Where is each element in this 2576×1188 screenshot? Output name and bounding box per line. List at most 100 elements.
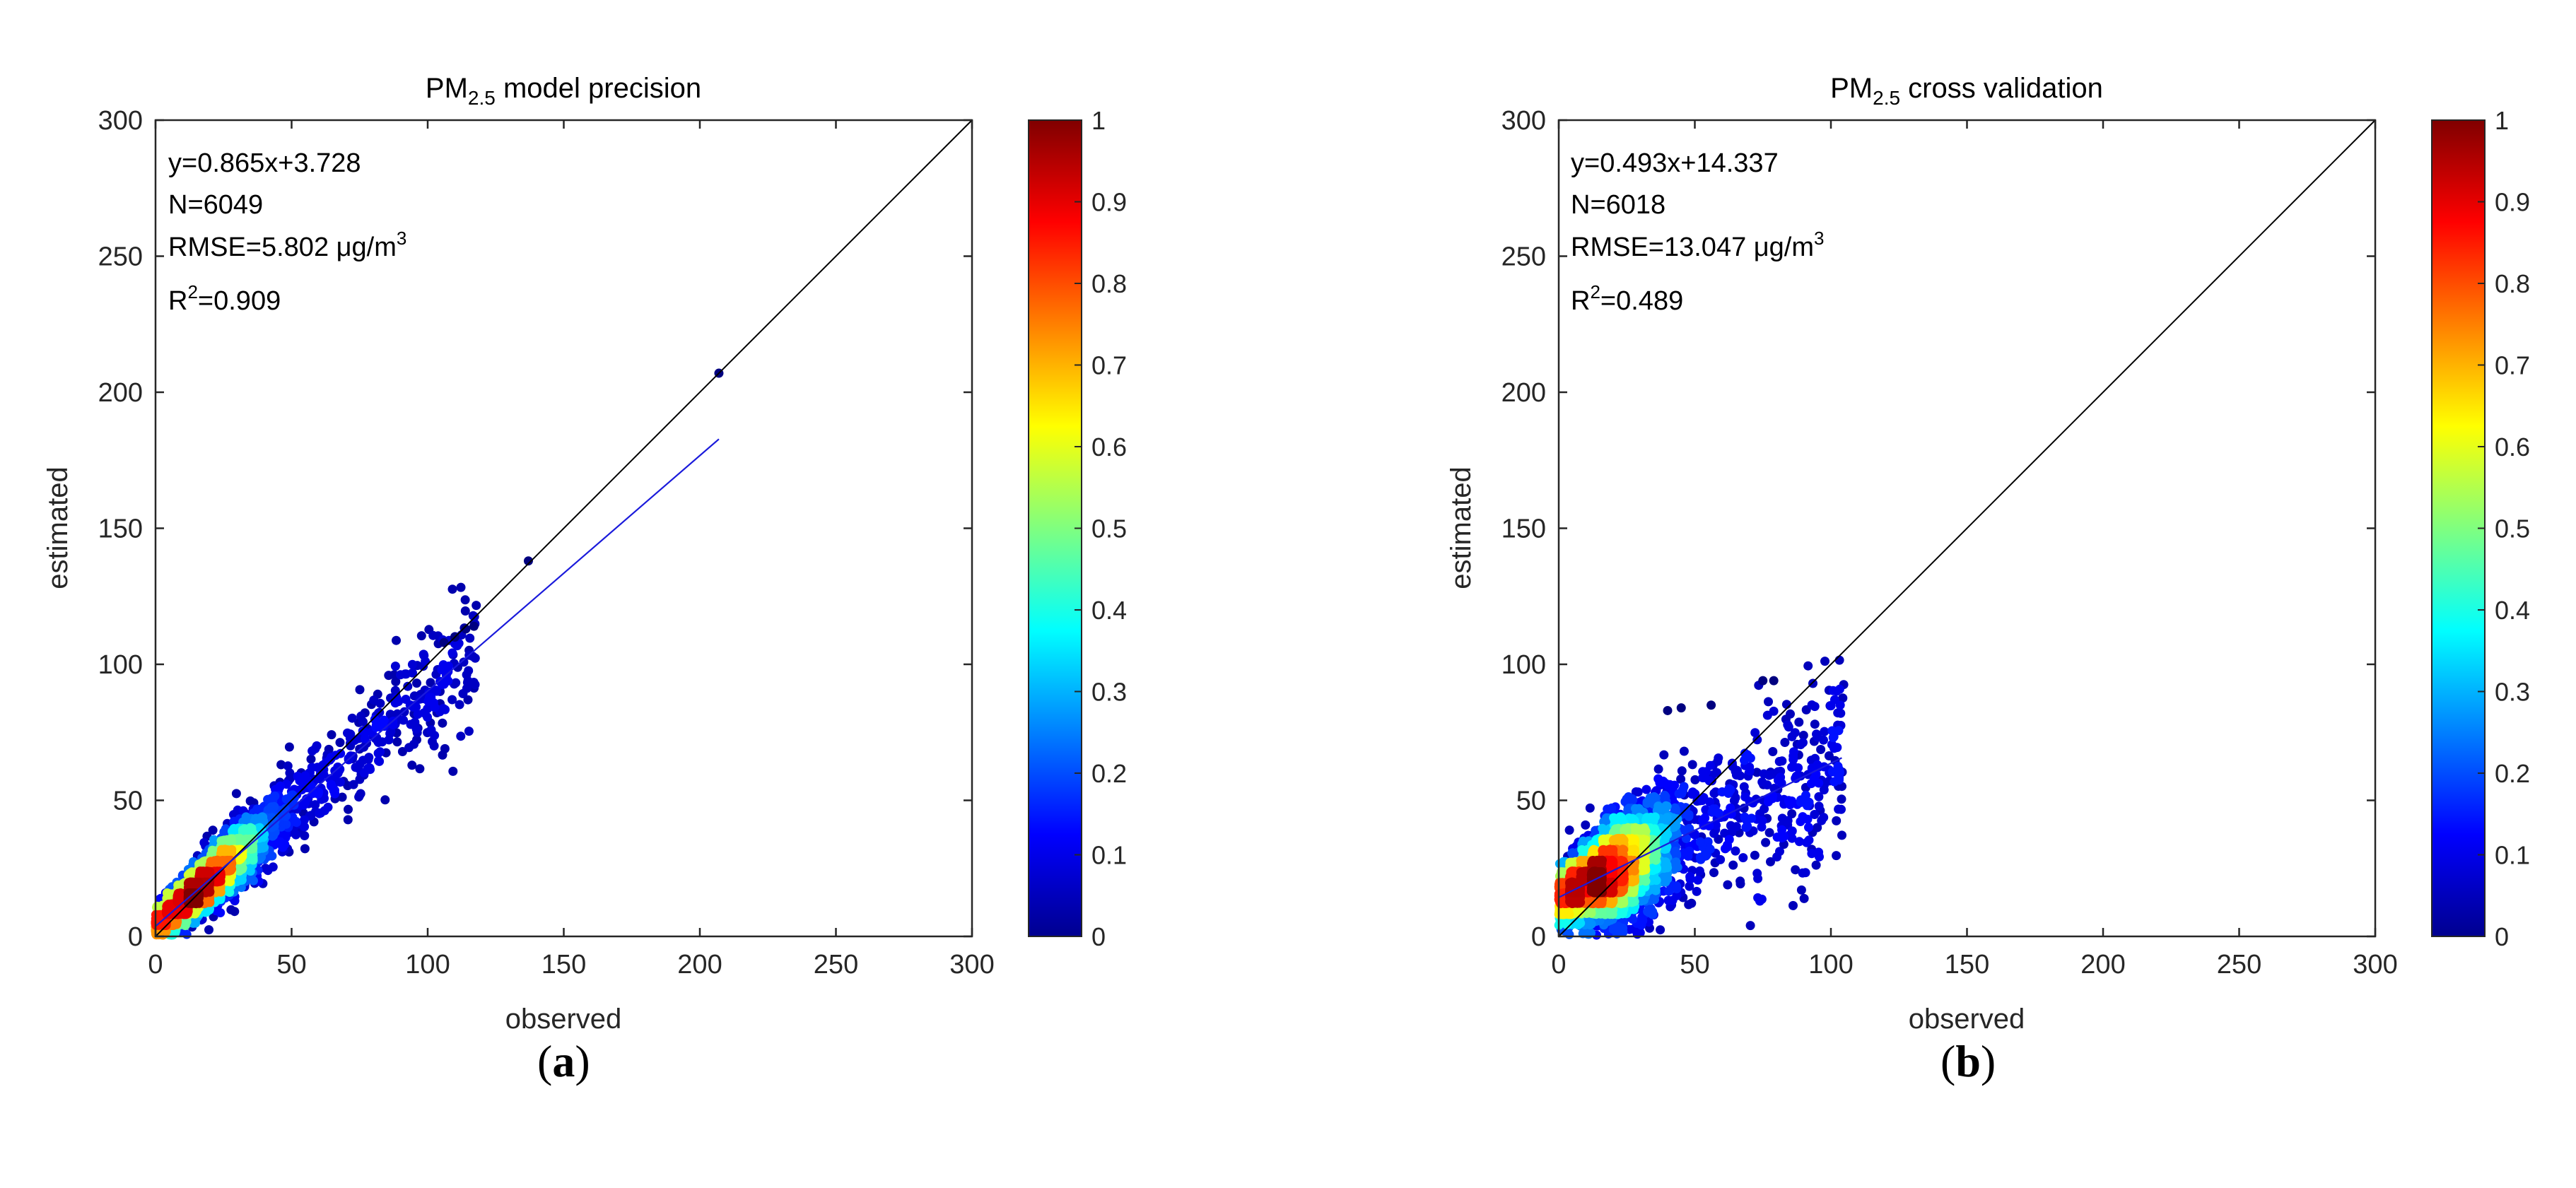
chart-a-point — [308, 787, 318, 796]
chart-a-point — [268, 862, 278, 872]
chart-a-point — [343, 815, 353, 825]
chart-a-point — [276, 760, 286, 770]
chart-a-point — [204, 925, 213, 935]
chart-a-point — [344, 804, 353, 814]
chart-a-point — [440, 743, 450, 753]
chart-a-point — [438, 718, 447, 728]
chart-a-point — [390, 698, 400, 708]
chart-a-point — [319, 769, 329, 779]
chart-a-point — [255, 841, 264, 850]
chart-a-point — [261, 864, 271, 874]
chart-a-point — [375, 698, 385, 708]
chart-a-point — [464, 666, 474, 676]
chart-a-point — [426, 678, 435, 688]
chart-a-point — [452, 641, 462, 651]
chart-a-point — [447, 584, 457, 594]
chart-a-point — [230, 907, 240, 917]
chart-a-point — [346, 751, 356, 761]
chart-a-point — [289, 800, 299, 810]
chart-a-point — [468, 652, 478, 661]
chart-a-point — [380, 795, 390, 805]
chart-a-point — [306, 811, 316, 821]
chart-a-point — [241, 812, 251, 822]
chart-a-point — [448, 766, 458, 776]
chart-a-point — [337, 792, 347, 802]
chart-a-point — [373, 736, 383, 746]
chart-a-point — [300, 844, 310, 854]
chart-a-point — [447, 648, 457, 658]
chart-a-point — [421, 657, 431, 666]
chart-a-point — [464, 727, 474, 736]
chart-a-point — [462, 683, 472, 693]
chart-a-point — [274, 783, 284, 792]
chart-a-point — [257, 812, 267, 822]
chart-a-point — [459, 657, 469, 667]
chart-a-point — [276, 837, 285, 847]
chart-a-point — [460, 606, 470, 616]
chart-a-point — [302, 794, 312, 804]
chart-a-point — [460, 595, 470, 605]
chart-a-point — [359, 768, 369, 778]
chart-a-point — [358, 717, 368, 727]
chart-a-point — [472, 601, 481, 611]
chart-a-point — [310, 800, 320, 810]
chart-a-point — [208, 825, 218, 835]
chart-a-point — [413, 710, 423, 719]
chart-a-point — [355, 685, 365, 695]
chart-a-point — [410, 717, 420, 727]
chart-a-point — [428, 630, 438, 640]
chart-a-point — [456, 731, 466, 741]
chart-a-point — [370, 714, 380, 724]
chart-a-point — [416, 631, 426, 641]
chart-a-point — [280, 804, 290, 813]
chart-a-point — [326, 780, 336, 789]
chart-a-point — [426, 725, 436, 735]
chart-a-point — [390, 661, 400, 671]
chart-a-point — [283, 761, 293, 771]
chart-a-point — [440, 705, 450, 714]
chart-a-point — [320, 806, 329, 816]
chart-a-point — [451, 678, 461, 688]
chart-a-point — [335, 777, 345, 787]
chart-a-point — [327, 730, 336, 740]
chart-a-point — [407, 760, 417, 770]
chart-a-point — [418, 649, 428, 659]
chart-a-point — [444, 661, 453, 671]
chart-a-point — [310, 744, 320, 753]
chart-a-point — [409, 739, 418, 749]
chart-a-point — [411, 702, 421, 712]
chart-a-point — [291, 830, 301, 840]
chart-a-point — [463, 695, 473, 705]
chart-a-point — [447, 695, 457, 705]
chart-a-point — [455, 700, 464, 710]
chart-a-point — [396, 670, 405, 680]
chart-a-point — [392, 635, 401, 645]
chart-a-point — [355, 791, 364, 801]
chart-a-point — [423, 712, 432, 722]
chart-a-point — [456, 582, 466, 592]
chart-a-point — [231, 789, 241, 799]
chart-a-point — [424, 693, 434, 702]
chart-a-point — [284, 742, 294, 752]
chart-a-point — [391, 677, 401, 686]
chart-a-point — [374, 756, 383, 765]
chart-a-point — [403, 681, 413, 691]
chart-a-point — [291, 816, 300, 826]
chart-a-point — [281, 811, 291, 821]
chart-a-point — [349, 780, 358, 789]
chart-a-point — [347, 713, 357, 723]
chart-a-point — [465, 633, 475, 643]
chart-a-point — [412, 678, 421, 688]
chart-a-point — [390, 686, 400, 695]
chart-a-point — [385, 710, 395, 719]
chart-a-point — [407, 659, 417, 669]
chart-a-point — [384, 671, 394, 681]
chart-a-point — [306, 754, 316, 764]
chart-a-point — [267, 794, 276, 804]
chart-a-point — [285, 768, 295, 778]
chart-a-point — [335, 738, 345, 748]
chart-a-point — [431, 686, 440, 695]
chart-a-point — [355, 775, 365, 784]
